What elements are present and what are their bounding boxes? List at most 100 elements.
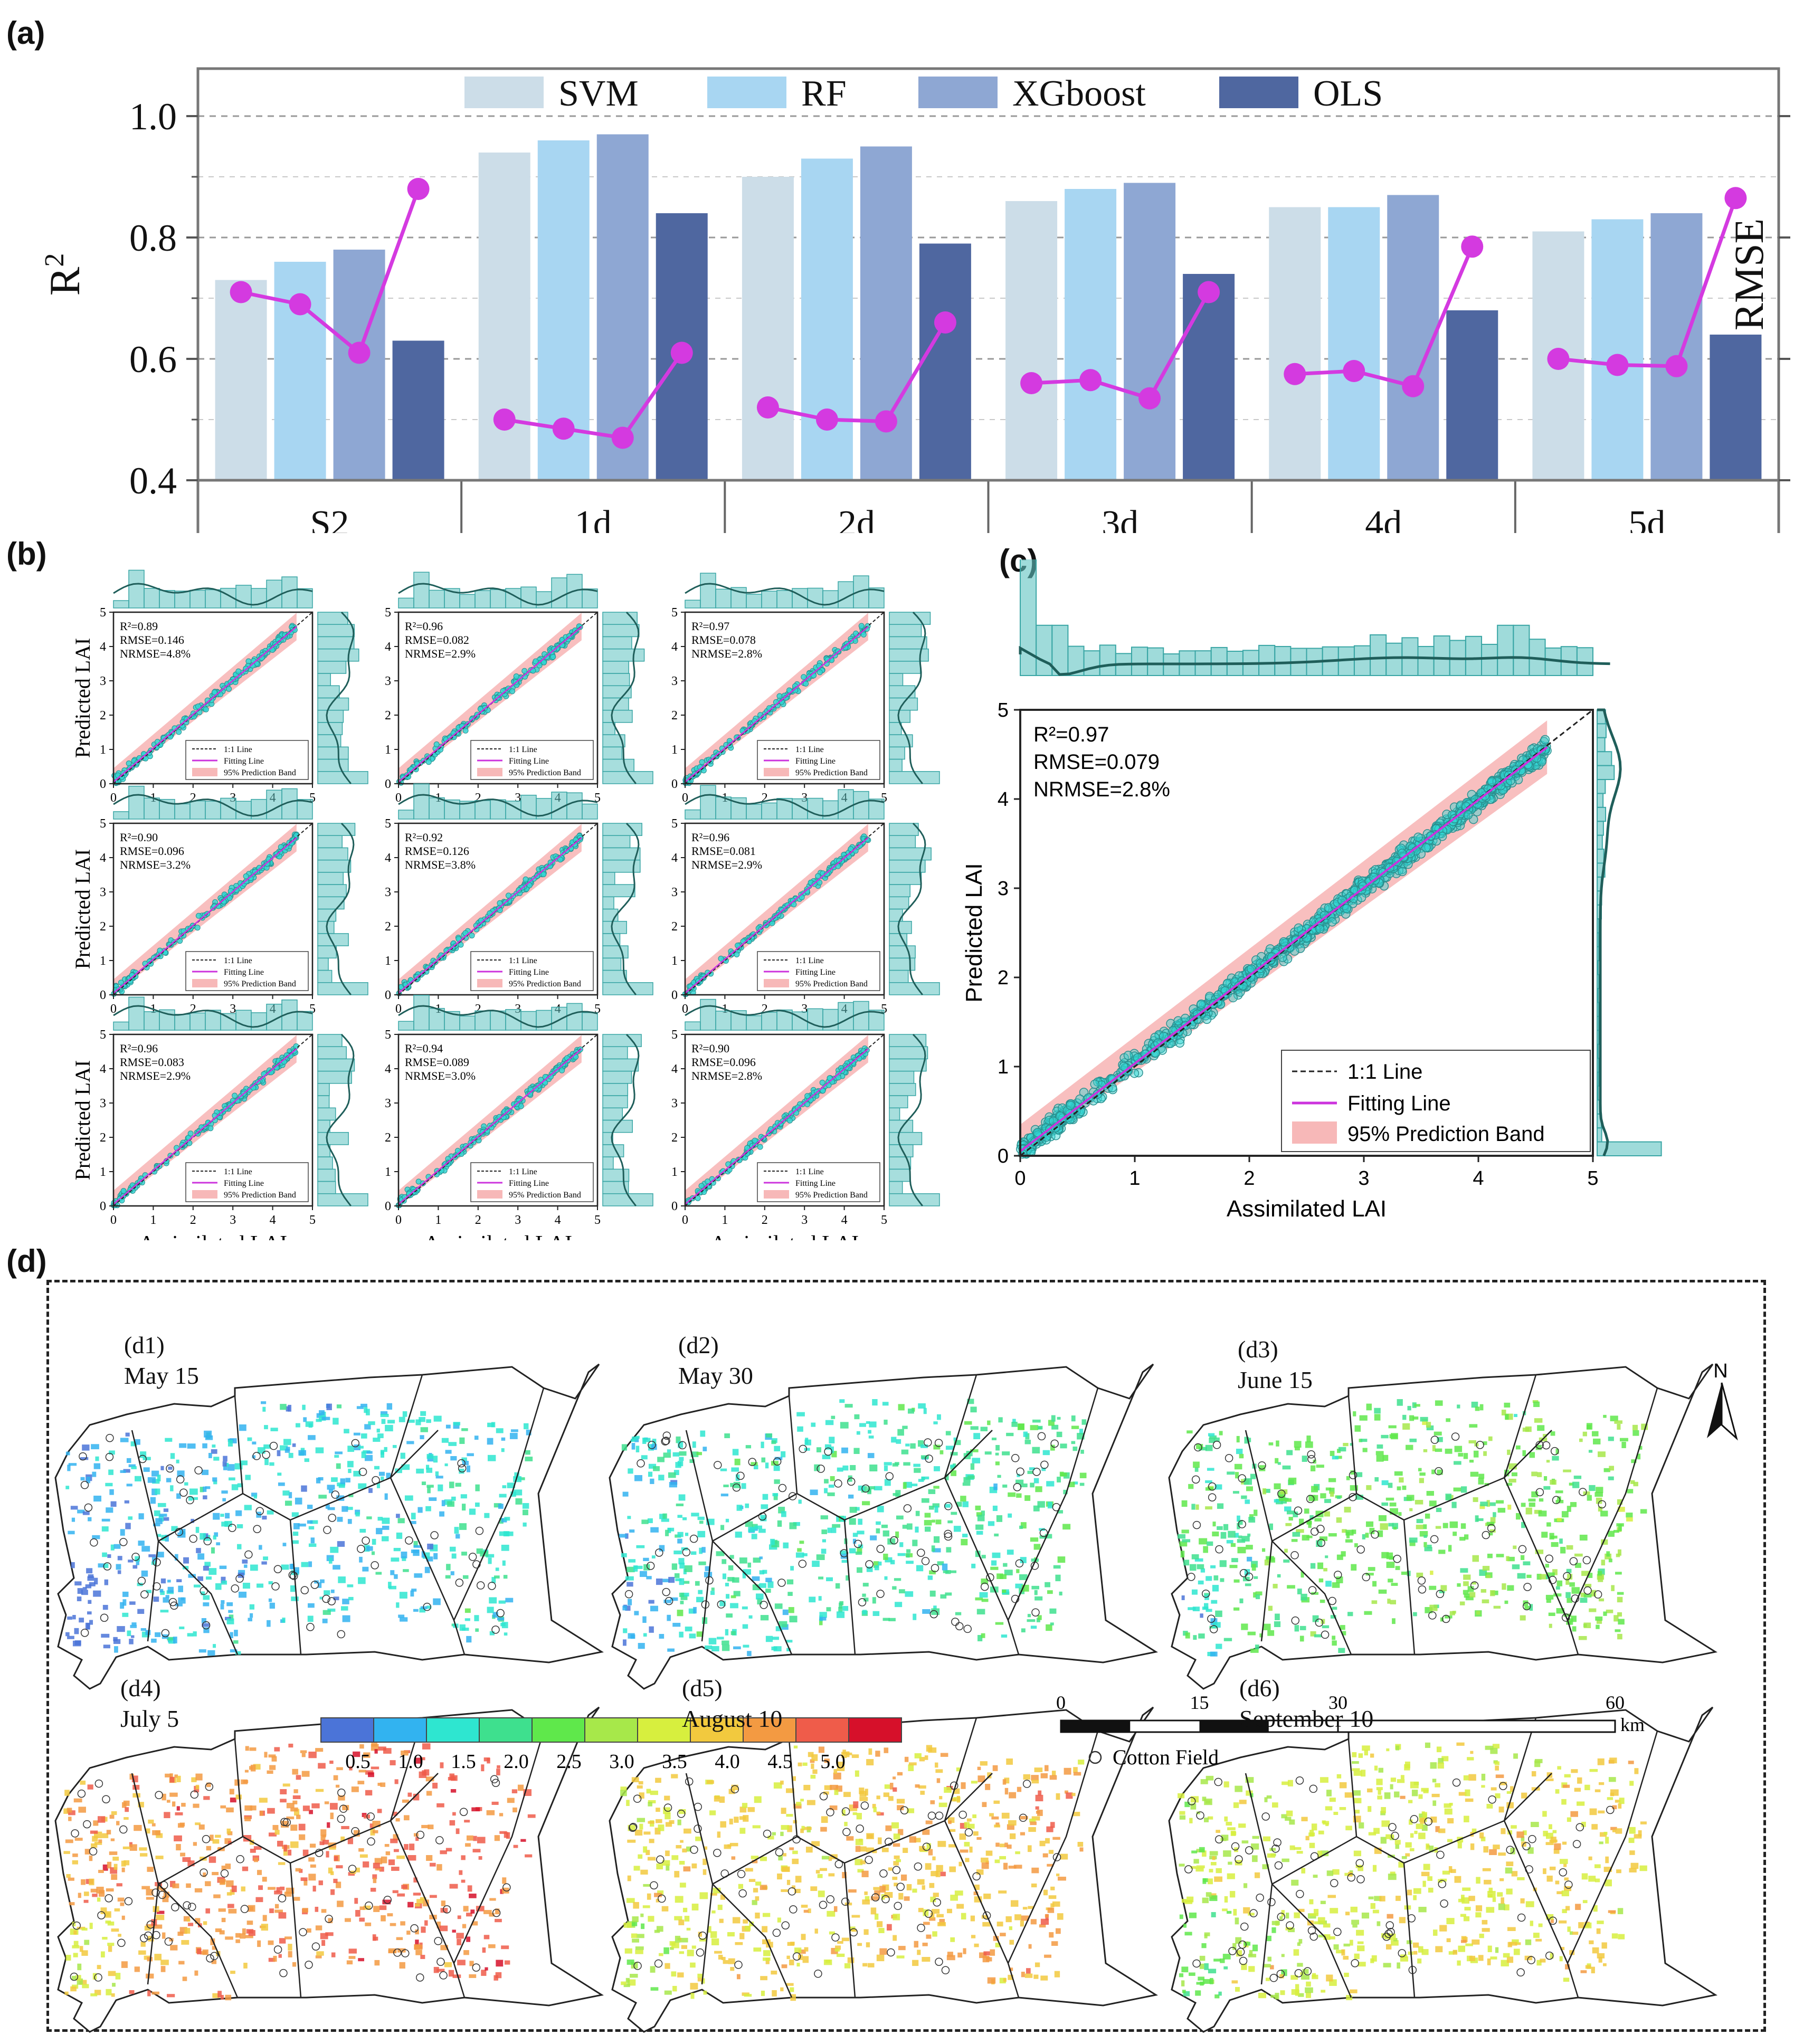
lai-pixel (701, 1547, 706, 1553)
lai-pixel (810, 1489, 818, 1495)
lai-pixel (250, 1613, 253, 1618)
lai-pixel (341, 1506, 348, 1512)
lai-pixel (1425, 1606, 1433, 1613)
lai-pixel (752, 1584, 761, 1591)
lai-pixel (1041, 1467, 1046, 1471)
scatter-point (1283, 954, 1293, 964)
lai-pixel (855, 1507, 860, 1511)
lai-pixel (844, 1404, 853, 1408)
lai-pixel (157, 1503, 166, 1507)
lai-pixel (781, 1451, 786, 1458)
right-hist-bar (889, 1034, 927, 1047)
lai-pixel (840, 1550, 848, 1554)
legend-label-SVM: SVM (558, 73, 639, 114)
scatter-point (860, 631, 867, 638)
lai-pixel (1024, 1440, 1031, 1444)
lai-pixel (730, 1595, 736, 1599)
lai-pixel (525, 1457, 533, 1461)
cotton-field-marker (678, 1441, 687, 1450)
lai-pixel (866, 1566, 873, 1572)
lai-pixel (627, 1582, 633, 1587)
cotton-field-marker (84, 1503, 93, 1512)
top-hist-bar (761, 802, 777, 820)
category-label-S2: S2 (310, 503, 349, 533)
cotton-field-marker (253, 1525, 261, 1533)
lai-pixel (451, 1496, 456, 1501)
lai-pixel (450, 1546, 456, 1552)
right-hist-bar (889, 957, 916, 971)
lai-pixel (853, 1448, 860, 1454)
lai-pixel (662, 1579, 670, 1583)
lai-pixel (138, 1541, 145, 1546)
cotton-field-marker (131, 1553, 140, 1561)
lai-pixel (426, 1465, 430, 1470)
scatter-point (858, 623, 865, 629)
right-hist-bar (889, 945, 916, 959)
fitting-line (113, 837, 297, 994)
lai-pixel (819, 1617, 827, 1621)
lai-pixel (295, 1497, 302, 1505)
cotton-field-marker (194, 1466, 203, 1475)
lai-pixel (282, 1618, 286, 1623)
lai-pixel (1045, 1582, 1051, 1587)
top-hist-bar (413, 572, 430, 609)
lai-pixel (1596, 1497, 1602, 1504)
scatter-point (469, 933, 475, 939)
lai-pixel (975, 1505, 981, 1510)
lai-pixel (257, 1583, 264, 1588)
lai-pixel (356, 1406, 364, 1409)
y-tick-label: 1 (385, 1165, 391, 1179)
scatter-point (203, 706, 209, 712)
top-hist-bar (189, 800, 206, 820)
cotton-field-marker (748, 1458, 757, 1466)
legend-label-band: 95% Prediction Band (509, 768, 581, 777)
lai-pixel (821, 1529, 828, 1534)
lai-pixel (502, 1485, 507, 1488)
lai-pixel (625, 1576, 634, 1581)
top-kde-line (113, 583, 313, 606)
lai-pixel (824, 1444, 832, 1450)
cotton-field-marker (876, 1590, 885, 1598)
lai-pixel (631, 1443, 635, 1450)
lai-pixel (114, 1646, 118, 1653)
cotton-field-marker (648, 1441, 656, 1449)
scatter-point (1416, 849, 1426, 859)
lai-pixel (804, 1448, 810, 1451)
right-hist-bar (602, 969, 627, 983)
lai-pixel (870, 1535, 877, 1541)
lai-pixel (98, 1563, 106, 1568)
lai-pixel (762, 1570, 767, 1574)
lai-pixel (175, 1554, 178, 1561)
right-hist-bar (1597, 821, 1604, 836)
lai-pixel (310, 1537, 315, 1544)
right-hist-bar (317, 661, 347, 674)
scatter-point (1498, 785, 1507, 795)
stat-rmse: RMSE=0.083 (120, 1056, 184, 1069)
stat-r2: R²=0.97 (1033, 723, 1109, 746)
lai-pixel (381, 1476, 384, 1481)
scatter-point (1424, 842, 1434, 852)
cotton-field-marker (262, 1450, 270, 1459)
lai-pixel (924, 1520, 932, 1526)
lai-pixel (1080, 1449, 1084, 1454)
lai-pixel (720, 1525, 725, 1530)
right-hist-bar (317, 685, 340, 699)
bar-OLS-2d (919, 243, 971, 480)
lai-pixel (170, 1453, 175, 1459)
lai-pixel (346, 1507, 353, 1510)
lai-pixel (1007, 1549, 1014, 1555)
lai-pixel (244, 1505, 252, 1510)
lai-pixel (1399, 1477, 1404, 1483)
panel-d-frame (46, 1280, 1766, 2032)
lai-pixel (1056, 1431, 1062, 1438)
y-tick-label: 1 (385, 743, 391, 757)
cotton-field-marker (817, 1465, 825, 1473)
lai-pixel (726, 1613, 733, 1618)
right-hist-bar (602, 661, 629, 674)
cotton-field-marker (917, 1548, 925, 1557)
legend-label-fit: Fitting Line (224, 757, 264, 766)
top-hist-bar (297, 588, 313, 609)
top-kde-line (398, 794, 598, 817)
lai-pixel (475, 1484, 480, 1491)
lai-pixel (445, 1575, 451, 1579)
